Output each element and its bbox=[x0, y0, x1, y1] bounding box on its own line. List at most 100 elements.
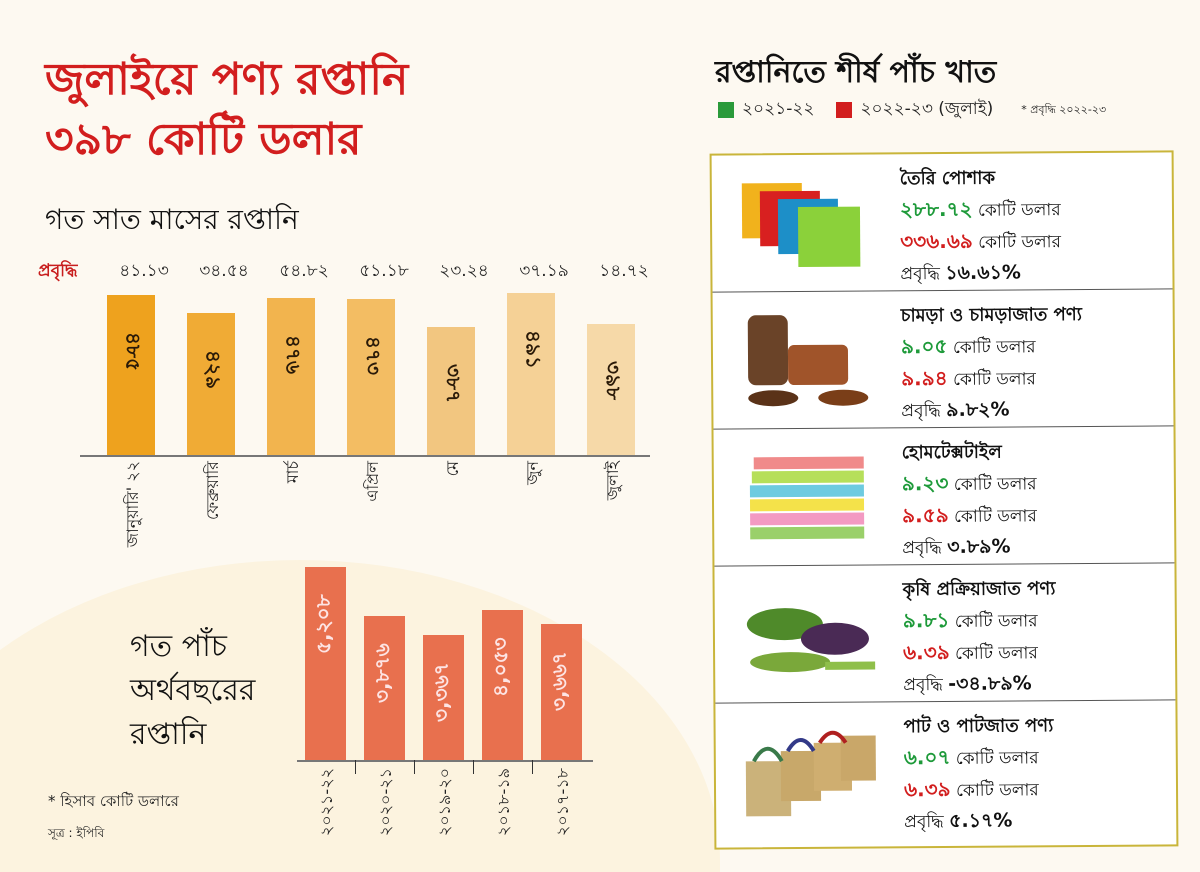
value-number: ৯.৫৯ bbox=[902, 502, 949, 528]
x-tick-label: এপ্রিল bbox=[363, 461, 382, 502]
value-2021-22: ২৮৮.৭২ কোটি ডলার bbox=[900, 193, 1061, 226]
growth-value: ৩.৮৯% bbox=[947, 535, 1011, 558]
yearly-title-line: অর্থবছরের bbox=[130, 673, 256, 708]
value-2022-23: ৬.৩৯ কোটি ডলার bbox=[903, 636, 1056, 669]
growth-prefix: প্রবৃদ্ধি bbox=[903, 675, 943, 696]
sector-text: চামড়া ও চামড়াজাত পণ্য ৯.০৫ কোটি ডলার ৯.৯… bbox=[901, 300, 1083, 426]
growth: প্রবৃদ্ধি ১৬.৬১% bbox=[900, 257, 1061, 289]
growth-prefix: প্রবৃদ্ধি bbox=[904, 812, 944, 833]
sector-text: কৃষি প্রক্রিয়াজাত পণ্য ৯.৮১ কোটি ডলার ৬.৩… bbox=[903, 574, 1057, 700]
bar-value-label: ৪৯১ bbox=[521, 330, 546, 369]
unit-note: * হিসাব কোটি ডলারে bbox=[48, 792, 179, 810]
legend-label: ২০২২-২৩ (জুলাই) bbox=[860, 99, 994, 119]
growth-prefix: প্রবৃদ্ধি bbox=[901, 401, 941, 422]
growth: প্রবৃদ্ধি ৯.৮২% bbox=[901, 394, 1082, 426]
x-tick-label: ২০২০-২১ bbox=[376, 768, 395, 837]
unit: কোটি ডলার bbox=[977, 200, 1061, 221]
bar-value-label: ৩৮৭ bbox=[441, 364, 466, 404]
bar: ৪৮৫ bbox=[107, 294, 155, 455]
bar: ৪৭৬ bbox=[267, 297, 315, 455]
value-number: ২৮৮.৭২ bbox=[899, 196, 973, 222]
value-number: ৯.৯৪ bbox=[901, 365, 948, 391]
growth-value: ১৬.৬১% bbox=[945, 261, 1022, 284]
x-tick-label: জুলাই bbox=[603, 461, 622, 501]
x-tick-mark bbox=[473, 760, 474, 774]
unit: কোটি ডলার bbox=[955, 643, 1038, 664]
bar-value-label: ৩,৮৭৬ bbox=[370, 643, 394, 704]
yearly-title-line: রপ্তানি bbox=[130, 717, 207, 752]
monthly-chart-title: গত সাত মাসের রপ্তানি bbox=[45, 203, 299, 236]
bar-value-label: ৪,০৫৩ bbox=[488, 637, 512, 697]
unit: কোটি ডলার bbox=[978, 232, 1061, 253]
x-tick-label: ২০১৯-২০ bbox=[435, 768, 454, 837]
unit: কোটি ডলার bbox=[955, 748, 1039, 769]
vegetables-icon bbox=[746, 608, 876, 673]
background-arc bbox=[0, 560, 720, 872]
headline-line1: জুলাইয়ে পণ্য রপ্তানি bbox=[45, 54, 409, 105]
bar: ৪৯১ bbox=[507, 293, 555, 455]
sector-row: পাট ও পাটজাত পণ্য ৬.০৭ কোটি ডলার ৬.৩৯ কোটি… bbox=[715, 700, 1176, 839]
growth-value: ৫১.১৮ bbox=[359, 261, 409, 281]
legend-swatch-2021-22 bbox=[718, 102, 734, 118]
value-2021-22: ৯.২৩ কোটি ডলার bbox=[902, 467, 1037, 500]
unit: কোটি ডলার bbox=[953, 369, 1036, 390]
x-tick-label: মে bbox=[443, 461, 462, 477]
value-number: ৯.২৩ bbox=[901, 470, 949, 496]
legend-swatch-2022-23 bbox=[836, 102, 853, 118]
x-tick-mark bbox=[532, 760, 533, 774]
bar: ৩৯৮ bbox=[587, 323, 635, 455]
bar-value-label: ৪৭৩ bbox=[361, 335, 386, 375]
x-tick-label: জানুয়ারি' ২২ bbox=[123, 461, 142, 548]
unit: কোটি ডলার bbox=[955, 780, 1039, 801]
unit: কোটি ডলার bbox=[952, 337, 1036, 358]
unit: কোটি ডলার bbox=[954, 506, 1037, 527]
yearly-chart-title: গত পাঁচ অর্থবছরের রপ্তানি bbox=[130, 625, 255, 757]
sector-name: হোমটেক্সটাইল bbox=[901, 441, 1002, 464]
value-2022-23: ৯.৯৪ কোটি ডলার bbox=[901, 362, 1082, 395]
tshirt-icon bbox=[741, 182, 861, 268]
headline: জুলাইয়ে পণ্য রপ্তানি ৩৯৮ কোটি ডলার bbox=[45, 50, 408, 170]
bar-value-label: ৩,৩৬৭ bbox=[429, 662, 453, 723]
value-2021-22: ৯.০৫ কোটি ডলার bbox=[901, 330, 1082, 363]
growth: প্রবৃদ্ধি ৫.১৭% bbox=[904, 805, 1054, 837]
unit: কোটি ডলার bbox=[954, 611, 1038, 632]
sectors-title: রপ্তানিতে শীর্ষ পাঁচ খাত bbox=[715, 55, 997, 90]
bar: ৫,২০৮ bbox=[305, 567, 346, 760]
growth-prefix: প্রবৃদ্ধি bbox=[902, 538, 942, 559]
x-tick-label: মার্চ bbox=[283, 461, 302, 484]
bar-value-label: ৩৯৮ bbox=[601, 360, 626, 400]
x-tick-mark bbox=[355, 760, 356, 774]
unit: কোটি ডলার bbox=[953, 474, 1037, 495]
growth-value: ৯.৮২% bbox=[946, 398, 1010, 421]
growth-prefix: প্রবৃদ্ধি bbox=[900, 264, 940, 285]
bar: ৩,৩৬৭ bbox=[423, 635, 464, 760]
x-tick-label: ফেব্রুয়ারি bbox=[203, 461, 222, 520]
value-2021-22: ৯.৮১ কোটি ডলার bbox=[903, 604, 1056, 637]
sector-row: তৈরি পোশাক ২৮৮.৭২ কোটি ডলার ৩৩৬.৬৯ কোটি ডল… bbox=[711, 152, 1173, 293]
value-number: ৬.৩৯ bbox=[902, 639, 950, 665]
x-tick-label: ২০১৮-১৯ bbox=[494, 768, 513, 837]
x-tick-label: জুন bbox=[523, 461, 542, 485]
bar: ৩,৬৬৭ bbox=[541, 624, 582, 760]
sector-text: পাট ও পাটজাত পণ্য ৬.০৭ কোটি ডলার ৬.৩৯ কোটি… bbox=[903, 711, 1054, 837]
bar-value-label: ৪৭৬ bbox=[281, 334, 306, 374]
growth-label: প্রবৃদ্ধি bbox=[38, 261, 78, 281]
growth-value: -৩৪.৮৯% bbox=[948, 672, 1032, 695]
x-tick-label: ২০২১-২২ bbox=[317, 768, 336, 837]
sector-name: পাট ও পাটজাত পণ্য bbox=[903, 715, 1054, 738]
value-number: ৯.০৫ bbox=[900, 333, 948, 359]
bar: ৩,৮৭৬ bbox=[364, 616, 405, 760]
x-axis bbox=[80, 455, 650, 457]
legend: ২০২১-২২ ২০২২-২৩ (জুলাই) * প্রবৃদ্ধি ২০২২… bbox=[718, 96, 1106, 124]
legend-label: ২০২১-২২ bbox=[742, 99, 815, 119]
source-note: সূত্র : ইপিবি bbox=[48, 826, 105, 840]
bar: ৩৮৭ bbox=[427, 327, 475, 455]
bar: ৪,০৫৩ bbox=[482, 609, 523, 760]
sector-row: হোমটেক্সটাইল ৯.২৩ কোটি ডলার ৯.৫৯ কোটি ডলার… bbox=[713, 426, 1175, 567]
growth: প্রবৃদ্ধি -৩৪.৮৯% bbox=[903, 668, 1056, 700]
legend-note: * প্রবৃদ্ধি ২০২২-২৩ bbox=[1021, 102, 1107, 116]
towels-icon bbox=[749, 456, 865, 540]
growth-value: ৩৪.৫৪ bbox=[199, 261, 249, 281]
leather-goods-icon bbox=[747, 315, 869, 407]
